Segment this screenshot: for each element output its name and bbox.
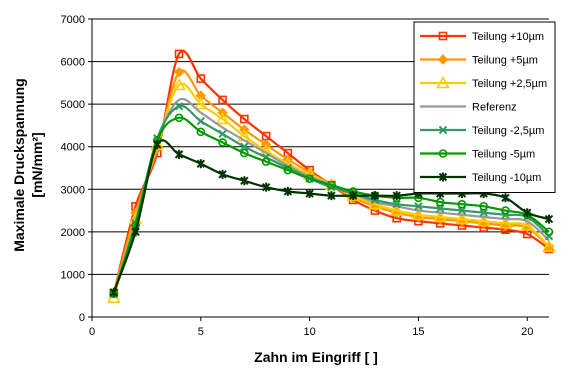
legend-label: Teilung -2,5µm [472, 125, 544, 137]
x-tick-label: 10 [303, 326, 315, 338]
x-tick-label: 20 [521, 326, 533, 338]
legend-label: Teilung +5µm [472, 55, 538, 67]
y-tick-label: 5000 [61, 99, 85, 111]
data-point-triangle [436, 75, 450, 89]
series-6 [109, 139, 554, 297]
data-point-star [153, 140, 162, 150]
data-point-square [196, 74, 206, 83]
legend-item: Teilung +10µm [420, 31, 544, 43]
data-point-square [218, 95, 227, 105]
data-point-diamond [173, 67, 185, 78]
data-point-star [523, 208, 532, 218]
data-point-circle [240, 148, 249, 158]
legend-item: Teilung +5µm [420, 54, 538, 67]
x-tick-label: 0 [89, 326, 95, 338]
data-point-circle [196, 127, 206, 137]
data-point-x [240, 142, 249, 151]
data-point-circle [305, 174, 314, 183]
y-tick-label: 6000 [61, 57, 85, 69]
y-axis-title-line2: [mN/mm²] [29, 132, 45, 197]
data-point-triangle [389, 203, 404, 216]
x-tick-label: 15 [412, 326, 424, 338]
data-point-square [240, 114, 249, 124]
legend: Teilung +10µm Teilung +5µm Teilung +2,5µm R… [413, 21, 556, 193]
data-point-circle [261, 157, 271, 166]
data-point-x [438, 125, 448, 135]
x-axis-title: Zahn im Eingriff [ ] [254, 349, 378, 365]
legend-item: Teilung -10µm [420, 172, 541, 184]
data-point-star [174, 149, 184, 159]
data-point-square [174, 49, 184, 59]
legend-label: Referenz [472, 102, 517, 114]
data-point-circle [435, 197, 445, 207]
data-point-star [501, 193, 510, 203]
data-point-triangle [193, 96, 208, 110]
data-point-x [218, 129, 227, 139]
data-point-circle [438, 149, 448, 158]
data-point-star [131, 227, 140, 237]
data-point-square [438, 31, 448, 41]
legend-item: Referenz [420, 102, 517, 114]
y-tick-label: 4000 [61, 142, 85, 154]
data-point-star [109, 287, 118, 297]
data-point-star [348, 191, 358, 201]
data-point-triangle [455, 211, 469, 225]
x-tick-label: 5 [198, 326, 204, 338]
series-5 [109, 113, 554, 298]
data-point-x [479, 208, 488, 217]
data-point-triangle [498, 216, 513, 229]
data-point-star [240, 176, 249, 186]
data-point-triangle [215, 111, 230, 125]
data-point-x [196, 116, 206, 126]
data-point-x [392, 199, 401, 209]
data-point-star [392, 191, 401, 201]
data-point-triangle [476, 214, 491, 227]
axes: 0 1000 2000 3000 4000 5000 6000 7000 0 5 10 15 20 [61, 14, 549, 338]
data-point-circle [218, 138, 227, 147]
data-point-star [218, 169, 227, 179]
y-tick-label: 3000 [61, 184, 85, 196]
data-point-triangle [411, 207, 426, 221]
data-point-circle [457, 199, 467, 209]
data-point-triangle [542, 239, 556, 252]
data-point-star [370, 191, 380, 201]
legend-label: Teilung -10µm [472, 172, 541, 184]
data-point-triangle [433, 209, 448, 223]
legend-label: Teilung -5µm [472, 149, 535, 161]
legend-item: Teilung +2,5µm [420, 75, 547, 90]
y-axis-title-line1: Maximale Druckspannung [11, 78, 27, 252]
data-point-x [457, 206, 467, 215]
legend-label: Teilung +10µm [472, 31, 544, 43]
data-point-star [261, 182, 271, 192]
y-tick-label: 1000 [61, 269, 85, 281]
data-point-star [544, 214, 554, 224]
series-line [112, 116, 550, 294]
data-point-x [174, 102, 184, 111]
y-tick-label: 7000 [61, 14, 85, 26]
plot-area [106, 49, 556, 304]
data-point-circle [327, 180, 336, 190]
legend-label: Teilung +2,5µm [472, 78, 547, 90]
y-tick-label: 0 [79, 312, 85, 324]
data-point-star [283, 186, 293, 196]
legend-item: Teilung -2,5µm [420, 125, 544, 137]
y-tick-label: 2000 [61, 227, 85, 239]
data-point-circle [479, 202, 489, 211]
data-point-star [438, 172, 448, 182]
data-point-x [435, 204, 445, 213]
data-point-star [305, 189, 314, 199]
data-point-star [327, 191, 336, 201]
data-point-star [196, 159, 206, 169]
data-point-triangle [520, 218, 535, 231]
data-point-triangle [172, 77, 186, 91]
data-point-x [414, 202, 423, 211]
data-point-circle [174, 113, 184, 123]
legend-item: Teilung -5µm [420, 149, 535, 161]
data-point-circle [501, 206, 510, 215]
data-point-circle [283, 165, 293, 175]
data-point-diamond [437, 54, 449, 65]
data-point-circle [544, 227, 554, 237]
